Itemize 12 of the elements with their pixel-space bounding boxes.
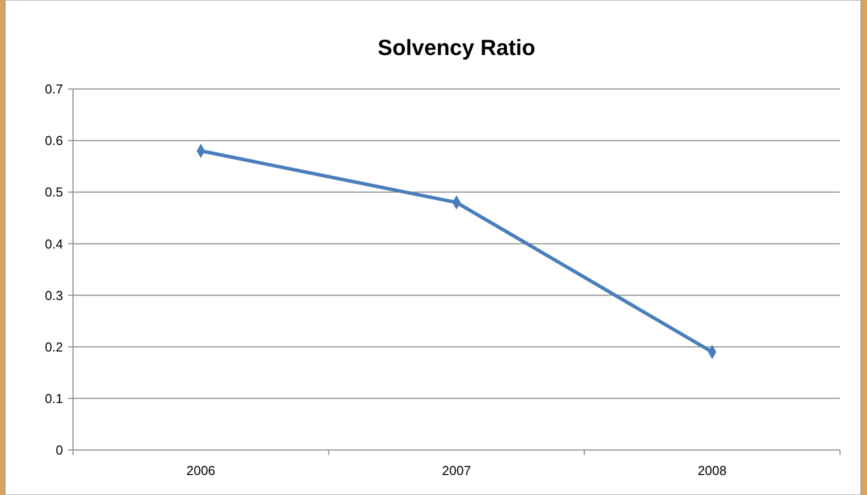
y-tick-label: 0.7 bbox=[44, 82, 63, 97]
x-tick-label: 2006 bbox=[186, 463, 216, 478]
y-tick-label: 0 bbox=[56, 442, 63, 458]
y-tick-label: 0.6 bbox=[44, 133, 63, 148]
y-tick-label: 0.5 bbox=[44, 184, 63, 200]
y-tick-label: 0.2 bbox=[44, 339, 63, 354]
x-tick-label: 2007 bbox=[442, 463, 471, 478]
y-tick-label: 0.1 bbox=[44, 390, 63, 406]
chart-title: Solvency Ratio bbox=[378, 35, 536, 60]
x-tick-label: 2008 bbox=[698, 463, 727, 478]
y-tick-label: 0.3 bbox=[44, 288, 63, 303]
y-tick-label: 0.4 bbox=[44, 236, 63, 252]
